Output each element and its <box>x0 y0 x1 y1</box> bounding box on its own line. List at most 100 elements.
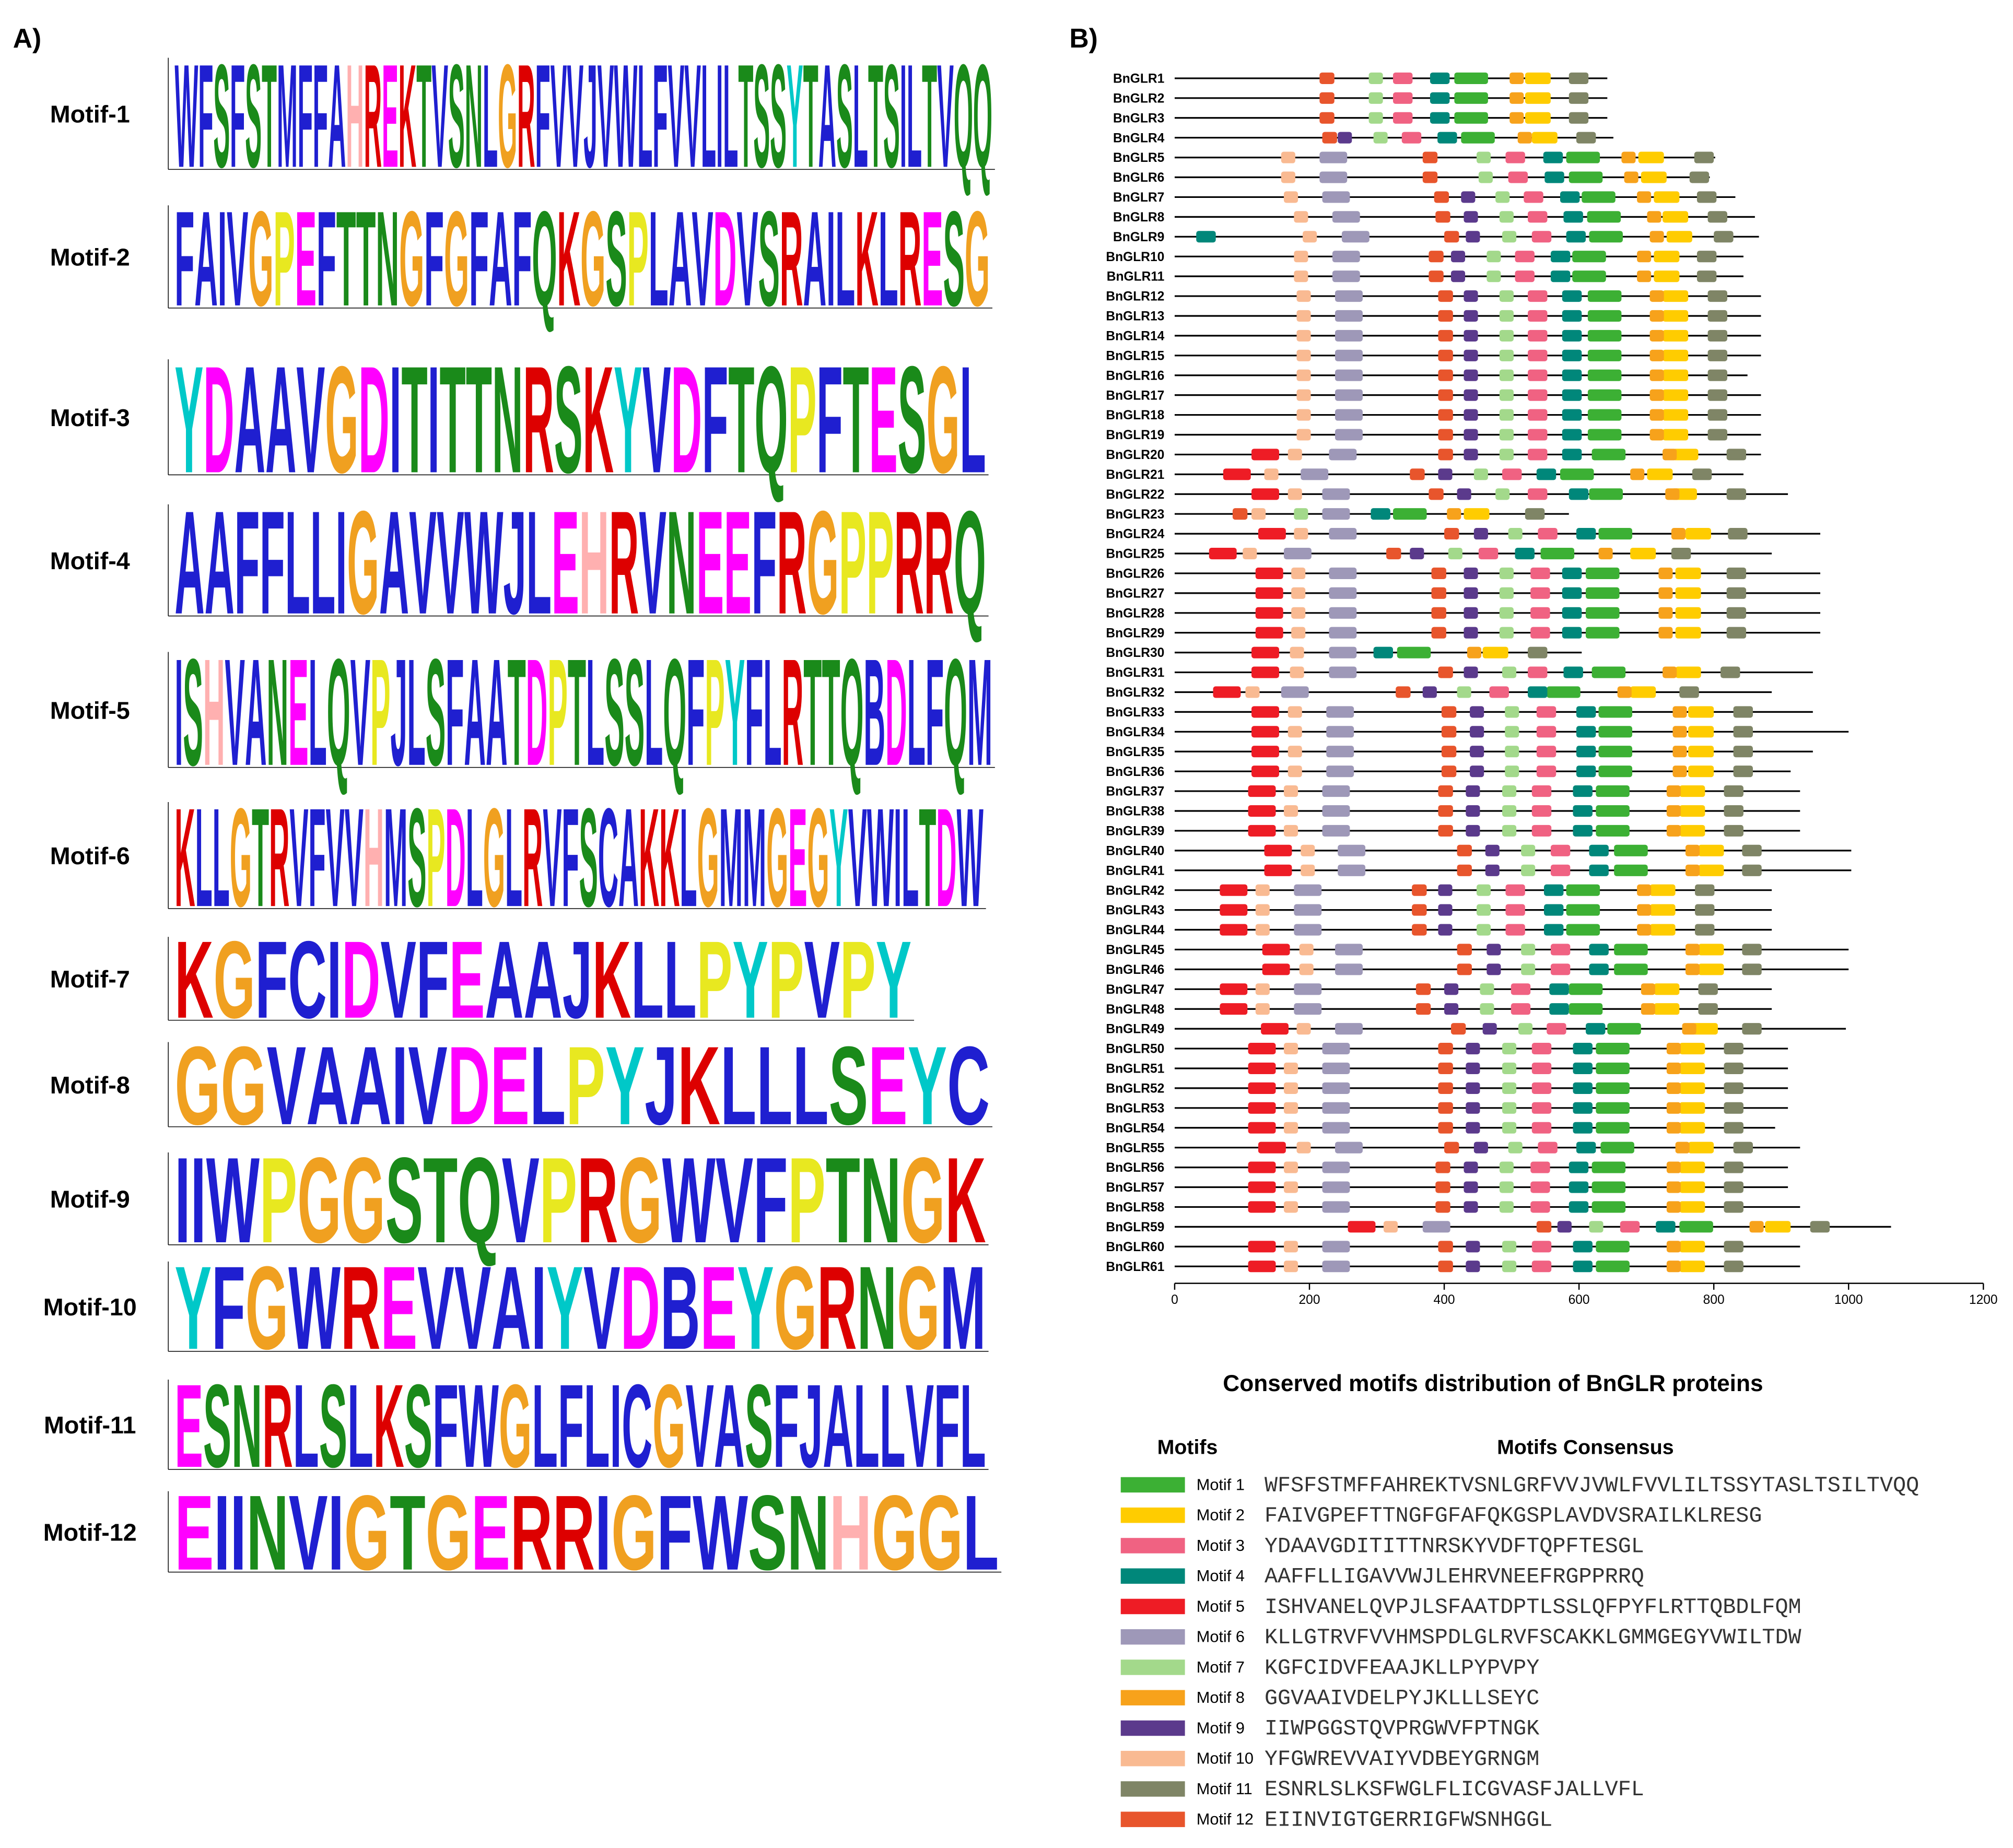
motif-box <box>1598 766 1633 778</box>
motif-box <box>1685 963 1700 975</box>
logo-letter: G <box>917 1474 963 1593</box>
motif-box <box>1444 231 1459 243</box>
motif-box <box>1598 746 1633 758</box>
motif-box <box>1261 1023 1289 1035</box>
motif-box <box>1569 171 1603 183</box>
motif-box <box>1220 884 1248 896</box>
motif-box <box>1679 1161 1705 1173</box>
logo-letter: G <box>248 183 273 334</box>
protein-name: BnGLR3 <box>1113 111 1164 125</box>
logo-letter: P <box>788 334 816 504</box>
legend-label: Motif 5 <box>1197 1597 1245 1615</box>
logo-letter: V <box>350 627 371 797</box>
logo-letter: J <box>645 1023 677 1148</box>
motif-box <box>1502 1241 1517 1253</box>
motif-box <box>1598 547 1613 560</box>
protein-name: BnGLR61 <box>1106 1260 1164 1274</box>
motif-box <box>1332 211 1360 223</box>
logo-letter: R <box>553 1474 595 1593</box>
logo-letter: Q <box>663 627 686 797</box>
motif-box <box>1573 1062 1593 1075</box>
motif-box <box>1810 1221 1830 1233</box>
motif-box <box>1600 1141 1634 1153</box>
logo-letter: G <box>897 1242 940 1374</box>
logo-letter: T <box>568 627 586 797</box>
logo-letter: G <box>499 1360 532 1492</box>
motif-box <box>1658 607 1673 619</box>
logo-letter: G <box>347 480 379 645</box>
motif-box <box>1521 864 1536 876</box>
logo-letter: Y <box>174 334 203 504</box>
logo-letter: P <box>788 1133 825 1268</box>
motif-box <box>1264 844 1292 856</box>
logo-letter: G <box>214 918 255 1041</box>
motif-box <box>1291 587 1306 599</box>
motif-box <box>1589 231 1623 243</box>
motif-box <box>1536 468 1556 480</box>
logo-letter: E <box>288 627 308 797</box>
protein-name: BnGLR58 <box>1106 1200 1164 1215</box>
motif-box <box>1223 468 1251 480</box>
motif-box <box>1562 587 1582 599</box>
logo-letter: E <box>696 480 724 645</box>
motif-box <box>1296 1023 1311 1035</box>
logo-letter: S <box>319 1360 347 1492</box>
logo-letter: D <box>342 918 380 1041</box>
motif-box <box>1430 72 1450 84</box>
logo-letter: V <box>692 183 713 334</box>
motif-box <box>1528 389 1548 401</box>
logo-letter: S <box>625 627 645 797</box>
logo-letter: G <box>325 334 358 504</box>
motif-box <box>1576 706 1596 718</box>
motif-box <box>1283 191 1298 203</box>
motif-box <box>1589 864 1609 876</box>
logo-letter: G <box>399 183 424 334</box>
motif-box <box>1521 944 1536 956</box>
logo-letter: N <box>787 1474 829 1593</box>
motif-box <box>1319 171 1348 183</box>
motif-box <box>1296 429 1311 441</box>
motif-label: Motif-3 <box>50 404 130 431</box>
logo-letter: T <box>868 33 883 198</box>
motif-box <box>1724 1261 1743 1273</box>
motif-box <box>1596 1043 1630 1055</box>
motif-box <box>1332 251 1360 263</box>
legend-label: Motif 3 <box>1197 1536 1245 1555</box>
logo-letter: V <box>668 33 684 198</box>
protein-name: BnGLR26 <box>1106 567 1164 581</box>
motif-box <box>1502 1082 1517 1094</box>
motif-box <box>1368 72 1383 84</box>
motif-box <box>1329 528 1357 540</box>
logo-letter: P <box>867 480 894 645</box>
motif-box <box>1255 983 1270 995</box>
motif-box <box>1502 468 1522 480</box>
motif-box <box>1663 349 1689 361</box>
motif-label: Motif-10 <box>43 1293 137 1321</box>
motif-box <box>1562 349 1582 361</box>
logo-letter: E <box>449 918 485 1041</box>
logo-letter: I <box>900 33 907 198</box>
logo-letter: Y <box>876 918 912 1041</box>
motif-box <box>1707 329 1727 342</box>
motif-box <box>1435 1181 1450 1193</box>
logo-letter: Q <box>973 33 992 198</box>
logo-letter: R <box>510 1474 553 1593</box>
logo-letter: L <box>407 627 426 797</box>
motif-box <box>1569 1003 1603 1015</box>
legend-swatch <box>1120 1568 1185 1584</box>
logo-letter: F <box>255 918 288 1041</box>
motif-box <box>1515 251 1535 263</box>
motif-box <box>1591 449 1626 461</box>
protein-name: BnGLR35 <box>1106 745 1164 759</box>
motif-box <box>1679 1043 1705 1055</box>
motif-box <box>1470 766 1484 778</box>
logo-letter: L <box>637 33 652 198</box>
legend-consensus: KLLGTRVFVVHMSPDLGLRVFSCAKKLGMMGEGYVWILTD… <box>1265 1625 1802 1650</box>
motif-box <box>1288 488 1302 500</box>
legend-swatch <box>1120 1477 1185 1493</box>
motif-box <box>1438 468 1453 480</box>
motif-box <box>1335 429 1363 441</box>
logo-letter: P <box>260 1133 297 1268</box>
motif-box <box>1255 567 1283 580</box>
